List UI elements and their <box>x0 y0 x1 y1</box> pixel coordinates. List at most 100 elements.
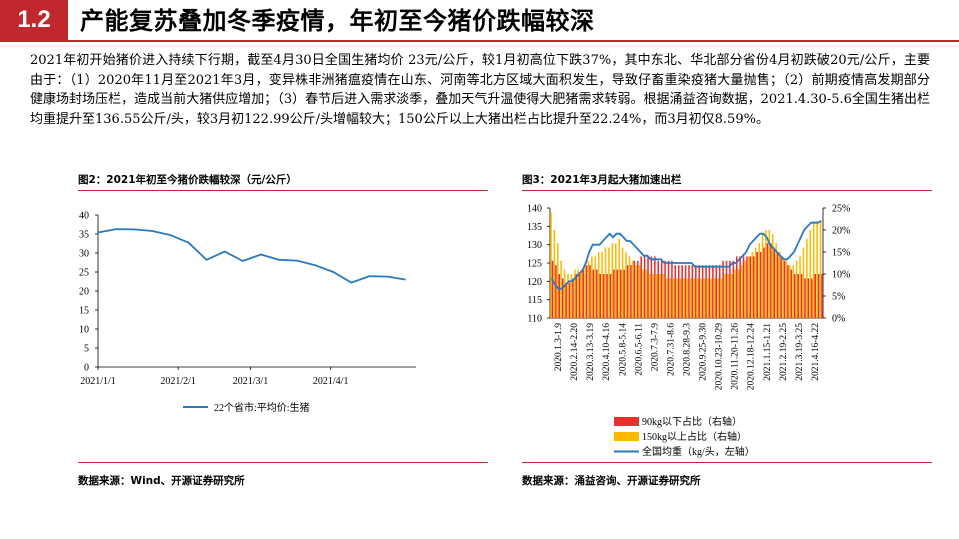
bar-150kg <box>563 269 566 318</box>
bar-90kg <box>790 269 793 318</box>
x-tick-label: 2021.2.19-2.25 <box>779 323 789 381</box>
bar-150kg <box>802 247 805 318</box>
bar-90kg <box>674 265 677 318</box>
bar-150kg <box>659 274 661 318</box>
x-tick-label: 2021.1.15-1.21 <box>763 323 773 381</box>
x-tick-group: 2021.1.15-1.21 <box>763 323 773 381</box>
bar-150kg <box>775 243 777 318</box>
bar-150kg <box>679 278 682 318</box>
bar-90kg <box>804 278 806 318</box>
bar-90kg <box>708 265 711 318</box>
figure3-title-rule <box>522 190 932 191</box>
bar-150kg <box>724 274 726 318</box>
x-tick-label: 2020.5.8-5.14 <box>618 323 628 376</box>
left-tick-label: 130 <box>527 240 542 251</box>
bar-150kg <box>754 247 757 318</box>
y-tick-label: 15 <box>79 306 89 317</box>
bar-90kg <box>664 260 666 318</box>
bar-90kg <box>654 256 656 318</box>
bar-90kg <box>749 256 752 318</box>
left-tick-label: 135 <box>527 222 542 233</box>
left-tick-label: 120 <box>527 277 542 288</box>
x-tick-group: 2020.3.13-3.19 <box>586 323 596 381</box>
bar-90kg <box>780 256 782 318</box>
bar-90kg <box>602 274 605 318</box>
bar-150kg <box>635 265 638 318</box>
y-tick-label: 10 <box>79 325 89 336</box>
bar-90kg <box>811 278 813 318</box>
x-tick-group: 2020.9.25-9.30 <box>699 323 709 381</box>
x-tick-label: 2020.2.14-2.20 <box>570 323 580 381</box>
x-tick-group: 2020.5.8-5.14 <box>618 323 628 376</box>
bar-90kg <box>609 274 612 318</box>
left-tick-label: 115 <box>527 295 542 306</box>
right-tick-label: 0% <box>832 314 845 325</box>
bar-90kg <box>746 256 748 318</box>
bar-90kg <box>633 260 636 318</box>
section-number: 1.2 <box>0 0 68 40</box>
header-divider <box>0 40 959 42</box>
bar-90kg <box>722 260 724 318</box>
x-tick-label: 2020.4.10-4.16 <box>602 323 612 381</box>
bar-90kg <box>657 260 660 318</box>
y-tick-label: 35 <box>79 230 89 241</box>
bar-90kg <box>585 265 588 318</box>
x-tick-group: 2020.8.28-9.3 <box>683 323 693 376</box>
bar-90kg <box>766 243 769 318</box>
x-tick-group: 2020.7.3-7.9 <box>650 323 660 372</box>
figure3-source: 数据来源：涌益咨询、开源证券研究所 <box>522 475 701 487</box>
bar-150kg <box>597 252 600 318</box>
bar-150kg <box>744 260 747 318</box>
bar-150kg <box>703 278 706 318</box>
right-tick-label: 10% <box>832 270 850 281</box>
bar-150kg <box>693 278 696 318</box>
x-tick-label: 2020.11.20-11.26 <box>731 323 741 390</box>
bar-90kg <box>701 265 704 318</box>
bar-150kg <box>632 260 634 318</box>
figure2-source: 数据来源：Wind、开源证券研究所 <box>78 475 245 487</box>
bar-150kg <box>765 230 767 318</box>
x-tick-label: 2020.7.31-8.6 <box>666 323 676 376</box>
bar-90kg <box>729 260 731 318</box>
bar-150kg <box>666 278 668 318</box>
bar-90kg <box>783 260 786 318</box>
bar-90kg <box>753 256 755 318</box>
bar-90kg <box>773 247 776 318</box>
bar-150kg <box>812 221 815 318</box>
legend-swatch-150kg <box>614 432 639 441</box>
bar-90kg <box>623 269 625 318</box>
left-tick-label: 110 <box>527 314 542 325</box>
x-tick-label: 2021.4.16-4.22 <box>811 323 821 381</box>
bar-150kg <box>628 256 631 318</box>
bar-150kg <box>690 278 692 318</box>
bar-150kg <box>587 260 590 318</box>
bar-90kg <box>763 247 765 318</box>
left-tick-label: 140 <box>527 204 542 215</box>
bar-90kg <box>735 256 738 318</box>
page-title: 产能复苏叠加冬季疫情，年初至今猪价跌幅较深 <box>80 7 595 35</box>
bar-150kg <box>751 252 754 318</box>
bar-90kg <box>797 274 799 318</box>
bar-90kg <box>691 265 694 318</box>
bar-90kg <box>596 269 598 318</box>
bar-90kg <box>793 274 796 318</box>
bar-150kg <box>799 256 801 318</box>
bar-150kg <box>696 278 699 318</box>
x-tick-label: 2020.7.3-7.9 <box>650 323 660 372</box>
bar-90kg <box>643 256 646 318</box>
bar-90kg <box>599 274 602 318</box>
right-tick-label: 5% <box>832 292 845 303</box>
bar-150kg <box>819 221 822 318</box>
bar-150kg <box>785 260 788 318</box>
bar-150kg <box>662 274 665 318</box>
x-tick-label: 2021/4/1 <box>313 376 349 387</box>
bar-150kg <box>570 274 573 318</box>
x-tick-label: 2020.1.3-1.9 <box>554 323 564 372</box>
section-header: 1.2 产能复苏叠加冬季疫情，年初至今猪价跌幅较深 <box>0 0 959 44</box>
bar-150kg <box>638 265 641 318</box>
bar-150kg <box>713 278 716 318</box>
bar-150kg <box>649 274 651 318</box>
bar-150kg <box>816 221 818 318</box>
bar-90kg <box>606 274 608 318</box>
bar-150kg <box>608 247 610 318</box>
